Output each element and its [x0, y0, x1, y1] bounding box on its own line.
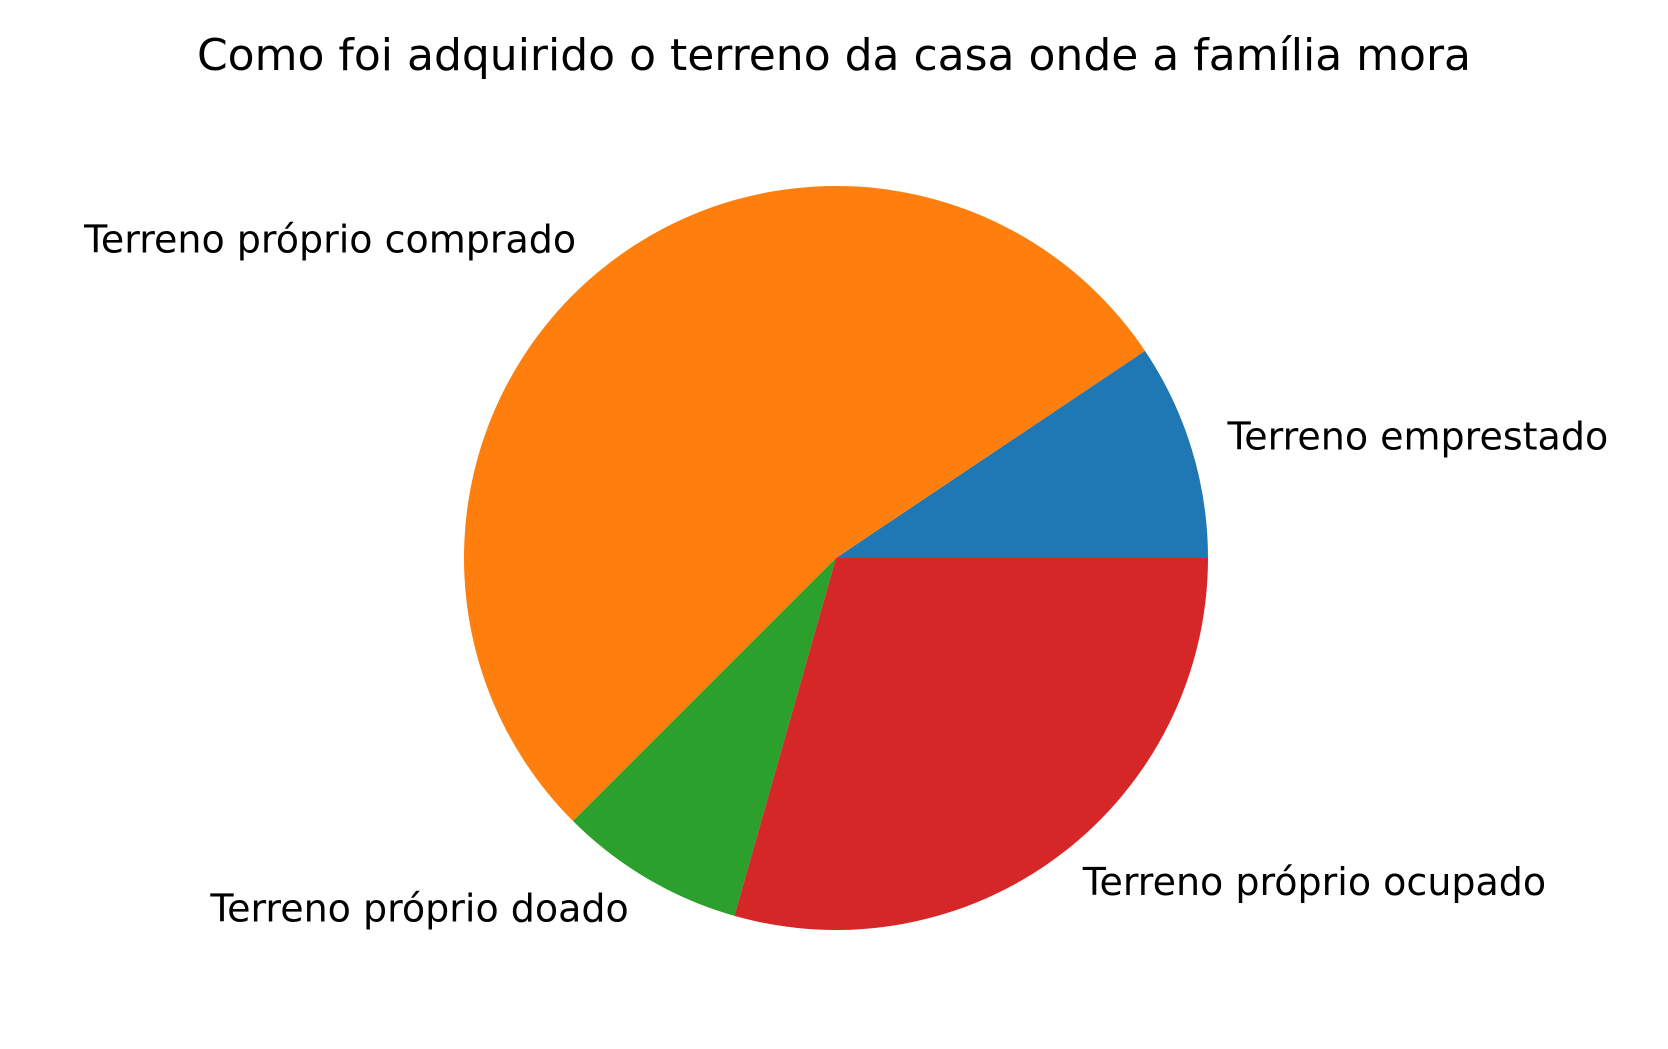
- pie-slices: [463, 185, 1208, 930]
- pie-labels: Terreno emprestado Terreno próprio compra…: [83, 217, 1608, 930]
- pie-slice-1: [836, 350, 1208, 558]
- pie-slice-label-2: Terreno próprio comprado: [83, 217, 576, 261]
- pie-slice-2: [463, 185, 1145, 822]
- pie-slice-label-3: Terreno próprio doado: [209, 886, 628, 930]
- pie-slice-label-1: Terreno emprestado: [1226, 414, 1608, 458]
- chart-title: Como foi adquirido o terreno da casa ond…: [197, 30, 1471, 81]
- pie-slice-3: [572, 558, 836, 916]
- pie-slice-4: [734, 558, 1208, 930]
- pie-slice-label-4: Terreno próprio ocupado: [1082, 860, 1546, 904]
